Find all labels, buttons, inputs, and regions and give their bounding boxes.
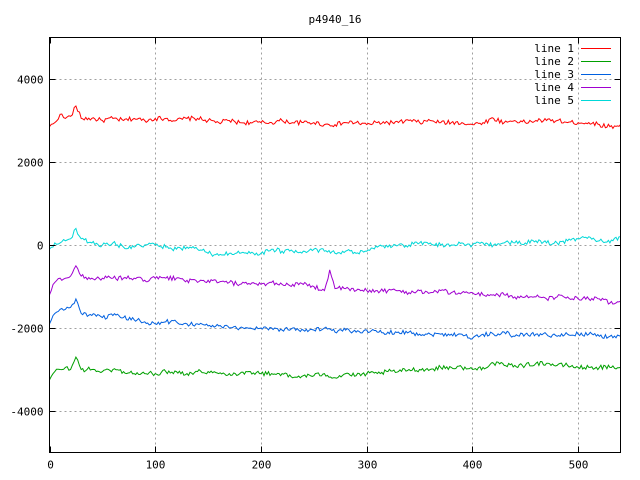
y-tick-label: 4000 bbox=[17, 74, 44, 87]
tick-labels: 0 100 200 300 400 500 -4000 -2000 0 2000 4000 bbox=[10, 74, 588, 472]
series-line-3 bbox=[49, 297, 621, 340]
chart-title: p4940_16 bbox=[309, 13, 362, 26]
legend-label: line 3 bbox=[534, 68, 574, 81]
series-lines bbox=[49, 105, 621, 381]
legend-label: line 2 bbox=[534, 55, 574, 68]
y-tick-label: -4000 bbox=[10, 406, 43, 419]
x-tick-label: 300 bbox=[358, 459, 378, 472]
x-tick-label: 400 bbox=[463, 459, 483, 472]
legend-label: line 5 bbox=[534, 94, 574, 107]
y-tick-label: 0 bbox=[37, 240, 44, 253]
x-tick-label: 500 bbox=[569, 459, 589, 472]
ticks bbox=[49, 37, 621, 453]
legend-label: line 1 bbox=[534, 42, 574, 55]
series-line-1 bbox=[49, 105, 621, 130]
y-tick-label: 2000 bbox=[17, 157, 44, 170]
series-line-5 bbox=[49, 227, 621, 257]
series-line-2 bbox=[49, 356, 621, 381]
series-line-4 bbox=[49, 264, 621, 305]
x-tick-label: 200 bbox=[252, 459, 272, 472]
grid bbox=[49, 37, 621, 453]
x-tick-label: 100 bbox=[146, 459, 166, 472]
legend-label: line 4 bbox=[534, 81, 574, 94]
y-tick-label: -2000 bbox=[10, 323, 43, 336]
x-tick-label: 0 bbox=[47, 459, 54, 472]
